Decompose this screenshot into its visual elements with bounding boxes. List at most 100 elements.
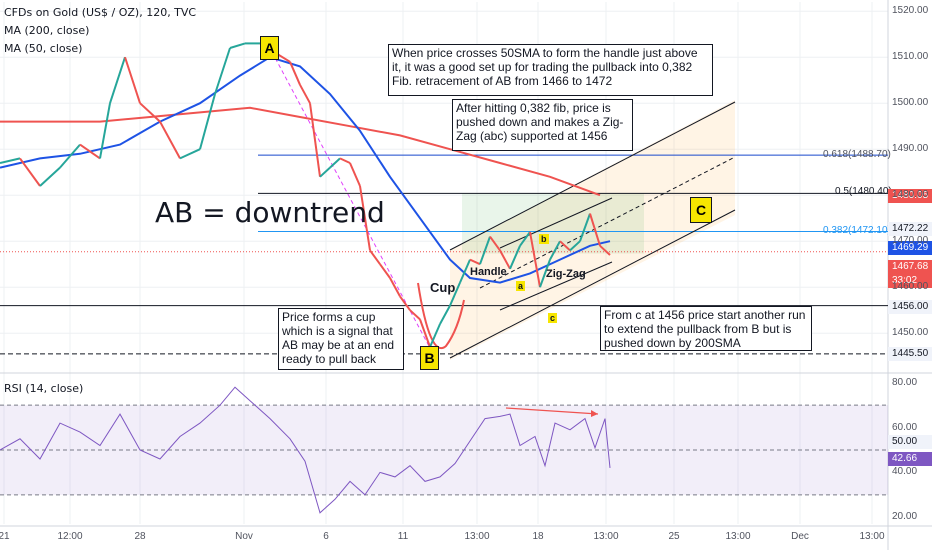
price-segment-9 bbox=[139, 102, 161, 123]
price-segment-31 bbox=[419, 319, 431, 348]
price-segment-8 bbox=[124, 56, 141, 104]
fib-382-label: 0.382(1472.10) bbox=[823, 225, 891, 236]
price-segment-3 bbox=[39, 166, 61, 187]
rsi-tick-2: 40.00 bbox=[892, 466, 918, 477]
price-segment-38 bbox=[489, 236, 501, 251]
price-segment-30 bbox=[409, 309, 421, 321]
price-segment-23 bbox=[339, 157, 351, 164]
price-segment-37 bbox=[479, 236, 491, 265]
price-segment-1 bbox=[0, 157, 21, 164]
price-segment-48 bbox=[589, 213, 601, 247]
rsi-tick-0: 80.00 bbox=[892, 377, 918, 388]
ab-downtrend-label: AB = downtrend bbox=[155, 196, 385, 229]
channel-mid bbox=[479, 156, 736, 289]
price-segment-32 bbox=[429, 323, 441, 348]
price-segment-11 bbox=[179, 148, 201, 160]
price-tick-3: 1490.00 bbox=[892, 143, 929, 154]
rsi-line bbox=[0, 386, 611, 514]
price-tick-7: 1450.00 bbox=[892, 327, 929, 338]
time-tick-10: 13:00 bbox=[725, 531, 751, 542]
price-tick-2: 1500.00 bbox=[892, 97, 929, 108]
note-fib-zigzag: After hitting 0,382 fib, price is pushed… bbox=[452, 99, 633, 151]
price-segment-36 bbox=[469, 258, 481, 266]
price-tick-4: 1480.00 bbox=[892, 189, 929, 200]
time-tick-4: 6 bbox=[323, 531, 329, 542]
price-segment-13 bbox=[214, 47, 231, 95]
tag-a: A bbox=[260, 36, 279, 60]
rsi-divergence-arrowhead bbox=[591, 410, 598, 417]
channel-upper bbox=[449, 101, 736, 251]
time-tick-1: 12:00 bbox=[57, 531, 83, 542]
time-tick-6: 13:00 bbox=[464, 531, 490, 542]
price-segment-35 bbox=[459, 259, 471, 283]
note-cup: Price forms a cup which is a signal that… bbox=[278, 308, 404, 370]
price-segment-46 bbox=[569, 240, 581, 252]
cup-label: Cup bbox=[430, 280, 456, 295]
price-segment-18 bbox=[289, 61, 301, 86]
price-segment-45 bbox=[559, 240, 571, 252]
time-tick-5: 11 bbox=[397, 531, 409, 542]
rsi-tick-1: 60.00 bbox=[892, 422, 918, 433]
price-tag-last: 1467.68 bbox=[888, 260, 932, 274]
wave-a-label: a bbox=[516, 281, 526, 291]
price-tick-0: 1520.00 bbox=[892, 5, 929, 16]
price-segment-19 bbox=[299, 84, 311, 104]
fib-50-label: 0.5(1480.40) bbox=[835, 186, 892, 197]
rsi-tag-50: 50.00 bbox=[888, 435, 932, 449]
time-tick-0: 21 bbox=[0, 531, 10, 542]
price-tag-1472: 1472.22 bbox=[888, 222, 932, 236]
channel-lower bbox=[449, 209, 736, 359]
rsi-divergence-line bbox=[505, 407, 599, 415]
price-segment-28 bbox=[389, 277, 401, 297]
handle-label: Handle bbox=[470, 266, 507, 278]
time-tick-12: 13:00 bbox=[859, 531, 885, 542]
price-segment-39 bbox=[499, 249, 511, 270]
price-segment-6 bbox=[99, 103, 111, 159]
price-segment-27 bbox=[379, 263, 391, 279]
time-tick-9: 25 bbox=[668, 531, 680, 542]
cup-arc bbox=[417, 282, 465, 349]
price-segment-22 bbox=[329, 157, 341, 169]
time-tick-8: 13:00 bbox=[593, 531, 619, 542]
tag-b: B bbox=[420, 346, 439, 370]
price-tag-ma50: 1469.29 bbox=[888, 241, 932, 255]
price-segment-42 bbox=[529, 231, 541, 288]
time-tick-11: Dec bbox=[791, 531, 809, 542]
price-segment-34 bbox=[449, 282, 461, 306]
wave-c-label: c bbox=[548, 313, 558, 323]
price-segment-47 bbox=[579, 213, 591, 242]
price-segment-40 bbox=[509, 245, 521, 270]
time-tick-2: 28 bbox=[134, 531, 146, 542]
price-segment-24 bbox=[349, 162, 361, 187]
note-handle-setup: When price crosses 50SMA to form the han… bbox=[388, 44, 713, 96]
price-segment-7 bbox=[109, 56, 126, 104]
price-segment-5 bbox=[79, 143, 101, 160]
price-segment-20 bbox=[309, 103, 321, 177]
price-segment-43 bbox=[539, 259, 551, 288]
price-tag-ma200: 1480.05 bbox=[888, 189, 932, 203]
rsi-tick-3: 20.00 bbox=[892, 511, 918, 522]
fib-zone-fill bbox=[462, 193, 644, 254]
price-segment-25 bbox=[359, 185, 371, 251]
zigzag-channel-top bbox=[499, 197, 613, 249]
wave-b-label: b bbox=[539, 234, 549, 244]
price-segment-12 bbox=[199, 93, 216, 150]
price-segment-44 bbox=[549, 240, 561, 261]
tag-c: C bbox=[690, 197, 712, 223]
fib-618-label: 0.618(1488.70) bbox=[823, 149, 891, 160]
ma200-line bbox=[0, 106, 601, 197]
time-tick-7: 18 bbox=[532, 531, 544, 542]
price-segment-26 bbox=[369, 249, 381, 265]
price-segment-29 bbox=[399, 295, 411, 311]
ma50-line bbox=[0, 56, 611, 284]
price-tick-1: 1510.00 bbox=[892, 51, 929, 62]
price-segment-49 bbox=[599, 245, 611, 256]
price-segment-10 bbox=[159, 121, 181, 159]
price-segment-41 bbox=[519, 231, 531, 247]
zigzag-channel-bottom bbox=[499, 261, 613, 311]
ma200-legend: MA (200, close) bbox=[4, 24, 90, 37]
price-tag-1456: 1456.00 bbox=[888, 300, 932, 314]
price-tag-1445: 1445.50 bbox=[888, 347, 932, 361]
